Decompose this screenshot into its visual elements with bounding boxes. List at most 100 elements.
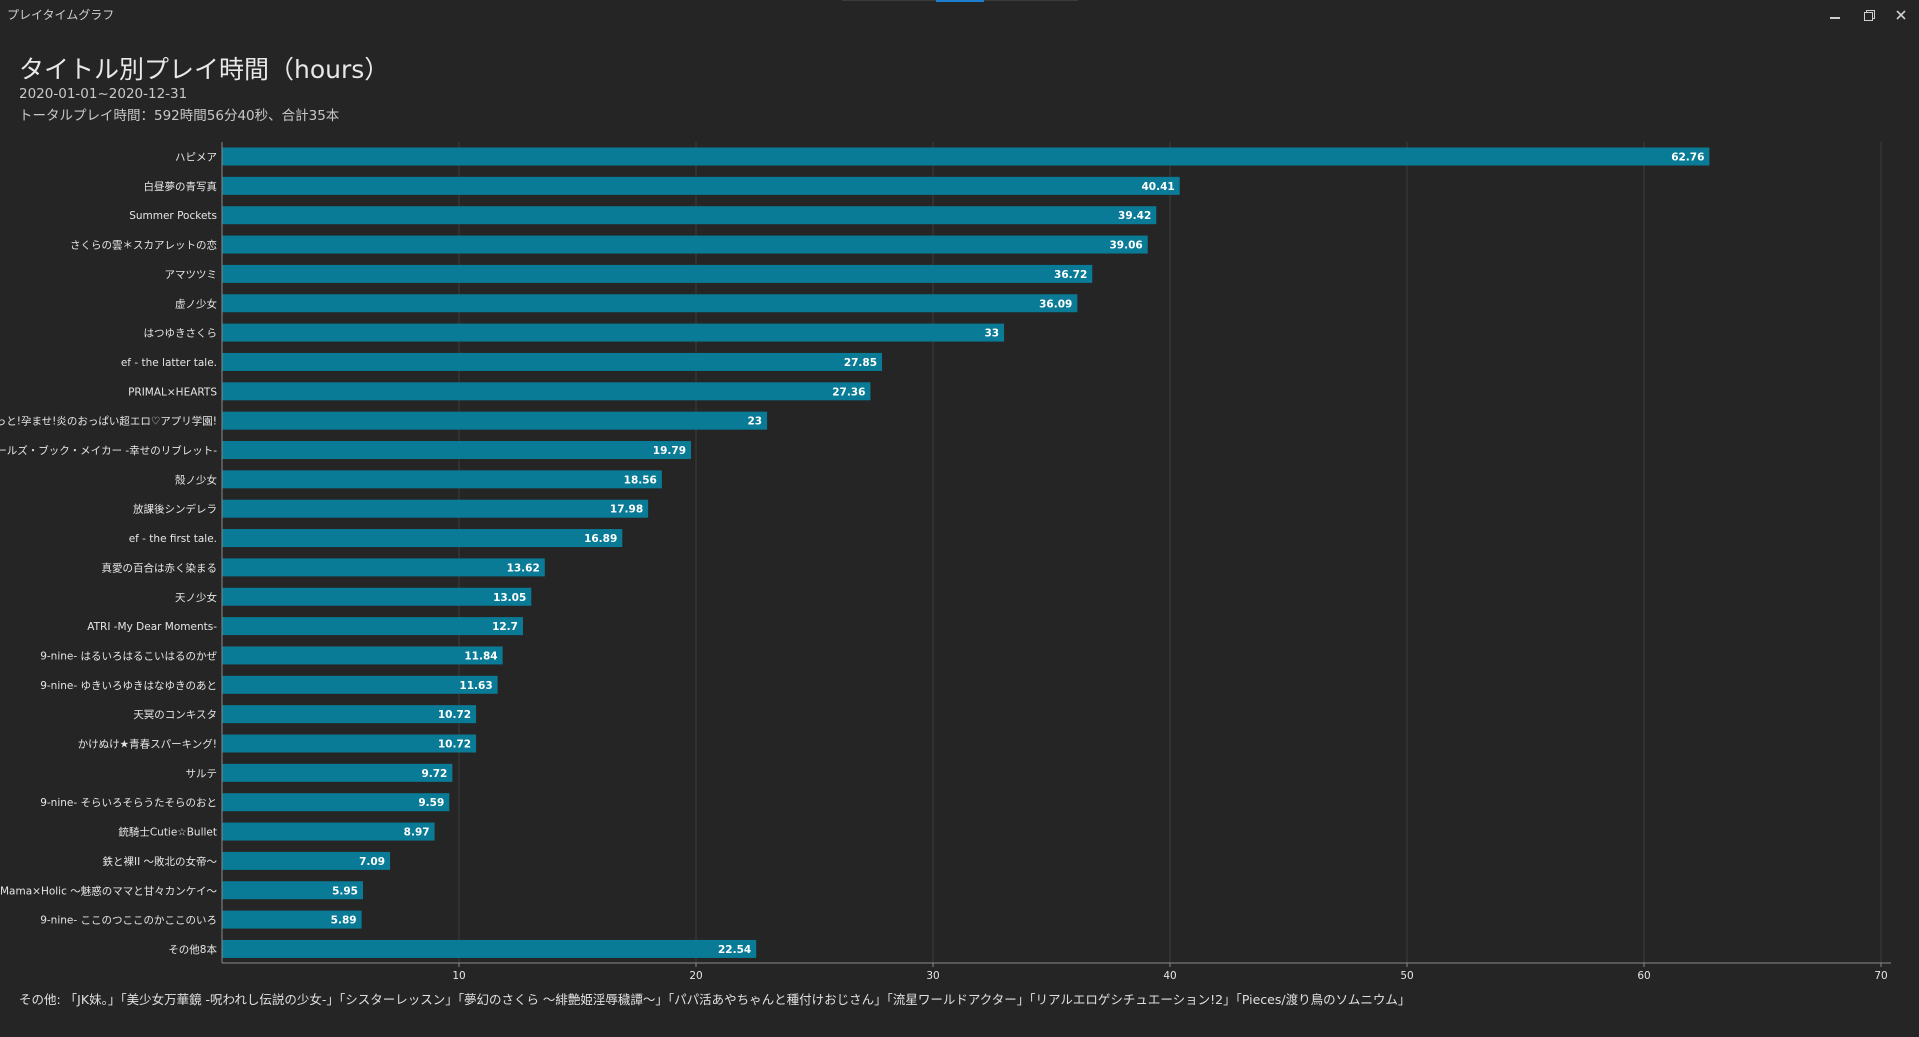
bar-value-label: 17.98: [610, 504, 643, 516]
bar-value-label: 19.79: [653, 445, 686, 457]
category-label: 放課後シンデレラ: [133, 503, 217, 516]
category-label: その他8本: [168, 943, 217, 956]
x-tick-label: 50: [1400, 970, 1413, 982]
x-tick-label: 60: [1637, 970, 1650, 982]
category-label: はつゆきさくら: [144, 328, 218, 340]
bar-value-label: 27.36: [832, 386, 865, 398]
title-bar: プレイタイムグラフ: [0, 0, 1919, 28]
category-label: ATRI -My Dear Moments-: [87, 621, 217, 633]
bar: [222, 352, 883, 371]
date-range: 2020-01-01~2020-12-31: [19, 86, 188, 102]
bar-value-label: 18.56: [624, 474, 657, 486]
bar-value-label: 39.42: [1118, 210, 1151, 222]
bar-value-label: 39.06: [1110, 240, 1143, 252]
category-label: ガールズ・ブック・メイカー -幸せのリブレット-: [0, 444, 217, 457]
category-label: アマツツミ: [165, 269, 218, 281]
bar: [222, 705, 477, 724]
x-tick-label: 40: [1163, 970, 1176, 982]
bar: [222, 147, 1710, 166]
category-label: 天ノ少女: [175, 591, 217, 604]
bar: [222, 763, 453, 782]
bar: [222, 294, 1078, 313]
bar: [222, 881, 364, 900]
category-label: 真愛の百合は赤く染まる: [102, 561, 218, 574]
bar-value-label: 13.62: [507, 562, 540, 574]
bar: [222, 734, 477, 753]
bar-value-label: 5.95: [332, 885, 358, 897]
bar-value-label: 9.72: [421, 768, 447, 780]
category-label: さくらの雲＊スカアレットの恋: [70, 239, 217, 252]
bar-value-label: 62.76: [1671, 152, 1704, 164]
category-label: 白昼夢の青写真: [144, 180, 218, 193]
bar: [222, 411, 768, 430]
bar: [222, 851, 391, 870]
chart-title: タイトル別プレイ時間（hours）: [19, 55, 390, 84]
bar: [222, 822, 435, 841]
bar: [222, 176, 1180, 195]
title-bar-tab-line: [984, 0, 1078, 1]
category-label: ef - the first tale.: [129, 533, 217, 545]
minimize-icon: [1830, 17, 1840, 19]
bar: [222, 529, 623, 548]
x-tick-label: 70: [1874, 970, 1887, 982]
window-title: プレイタイムグラフ: [7, 8, 115, 22]
bar: [222, 499, 649, 518]
minimize-button[interactable]: [1818, 4, 1852, 26]
bar-value-label: 13.05: [493, 592, 526, 604]
bar-value-label: 11.63: [459, 680, 492, 692]
category-label: ef - the latter tale.: [121, 357, 217, 369]
close-button[interactable]: [1884, 4, 1918, 26]
bar: [222, 235, 1148, 254]
bar: [222, 558, 545, 577]
title-bar-accent: [936, 0, 984, 2]
bar: [222, 470, 662, 489]
bar: [222, 910, 362, 929]
bar-value-label: 7.09: [359, 856, 385, 868]
bar-value-label: 9.59: [418, 797, 444, 809]
bar-value-label: 36.09: [1039, 298, 1072, 310]
bar: [222, 793, 450, 812]
category-label: 鉄と裸II ～敗北の女帝～: [102, 855, 217, 868]
bar: [222, 264, 1093, 283]
category-label: 天冥のコンキスタ: [133, 709, 217, 721]
restore-icon: [1863, 9, 1875, 21]
bar: [222, 206, 1157, 225]
category-label: 9-nine- そらいろそらうたそらのおと: [40, 797, 217, 809]
bar-value-label: 22.54: [718, 944, 751, 956]
close-icon: [1896, 10, 1906, 20]
bar-value-label: 12.7: [492, 621, 518, 633]
category-label: 9-nine- はるいろはるこいはるのかぜ: [40, 650, 217, 662]
category-label: もっと!孕ませ!炎のおっぱい超エロ♡アプリ学園!: [0, 415, 217, 428]
x-tick-label: 20: [689, 970, 702, 982]
restore-button[interactable]: [1852, 4, 1886, 26]
category-label: 9-nine- ゆきいろゆきはなゆきのあと: [40, 680, 217, 692]
category-label: 虚ノ少女: [175, 297, 217, 310]
bar-value-label: 27.85: [844, 357, 877, 369]
category-label: ハピメア: [175, 152, 217, 164]
bar: [222, 441, 692, 459]
bar-value-label: 40.41: [1141, 181, 1174, 193]
bar-value-label: 23: [747, 416, 762, 428]
category-label: かけぬけ★青春スパーキング!: [78, 738, 217, 751]
category-label: 9-nine- ここのつここのかここのいろ: [40, 915, 217, 927]
category-label: サルテ: [186, 768, 218, 780]
bar-value-label: 10.72: [438, 709, 471, 721]
bar-value-label: 8.97: [404, 827, 430, 839]
bar-value-label: 33: [984, 328, 999, 340]
bar: [222, 382, 871, 401]
x-tick-label: 30: [926, 970, 939, 982]
bar: [222, 939, 757, 958]
category-label: PRIMAL×HEARTS: [128, 386, 217, 398]
bar: [222, 587, 532, 606]
category-label: 銃騎士Cutie☆Bullet: [118, 826, 217, 839]
category-label: Mama×Holic ～魅惑のママと甘々カンケイ～: [0, 884, 217, 897]
bar: [222, 675, 498, 694]
x-tick-label: 10: [452, 970, 465, 982]
category-label: Summer Pockets: [129, 210, 217, 222]
bar-value-label: 5.89: [331, 915, 357, 927]
bar-value-label: 16.89: [584, 533, 617, 545]
others-footnote: その他: 「JK妹。」「美少女万華鏡 -呪われし伝説の少女-」「シスターレッスン…: [19, 992, 1411, 1007]
bar: [222, 323, 1005, 342]
